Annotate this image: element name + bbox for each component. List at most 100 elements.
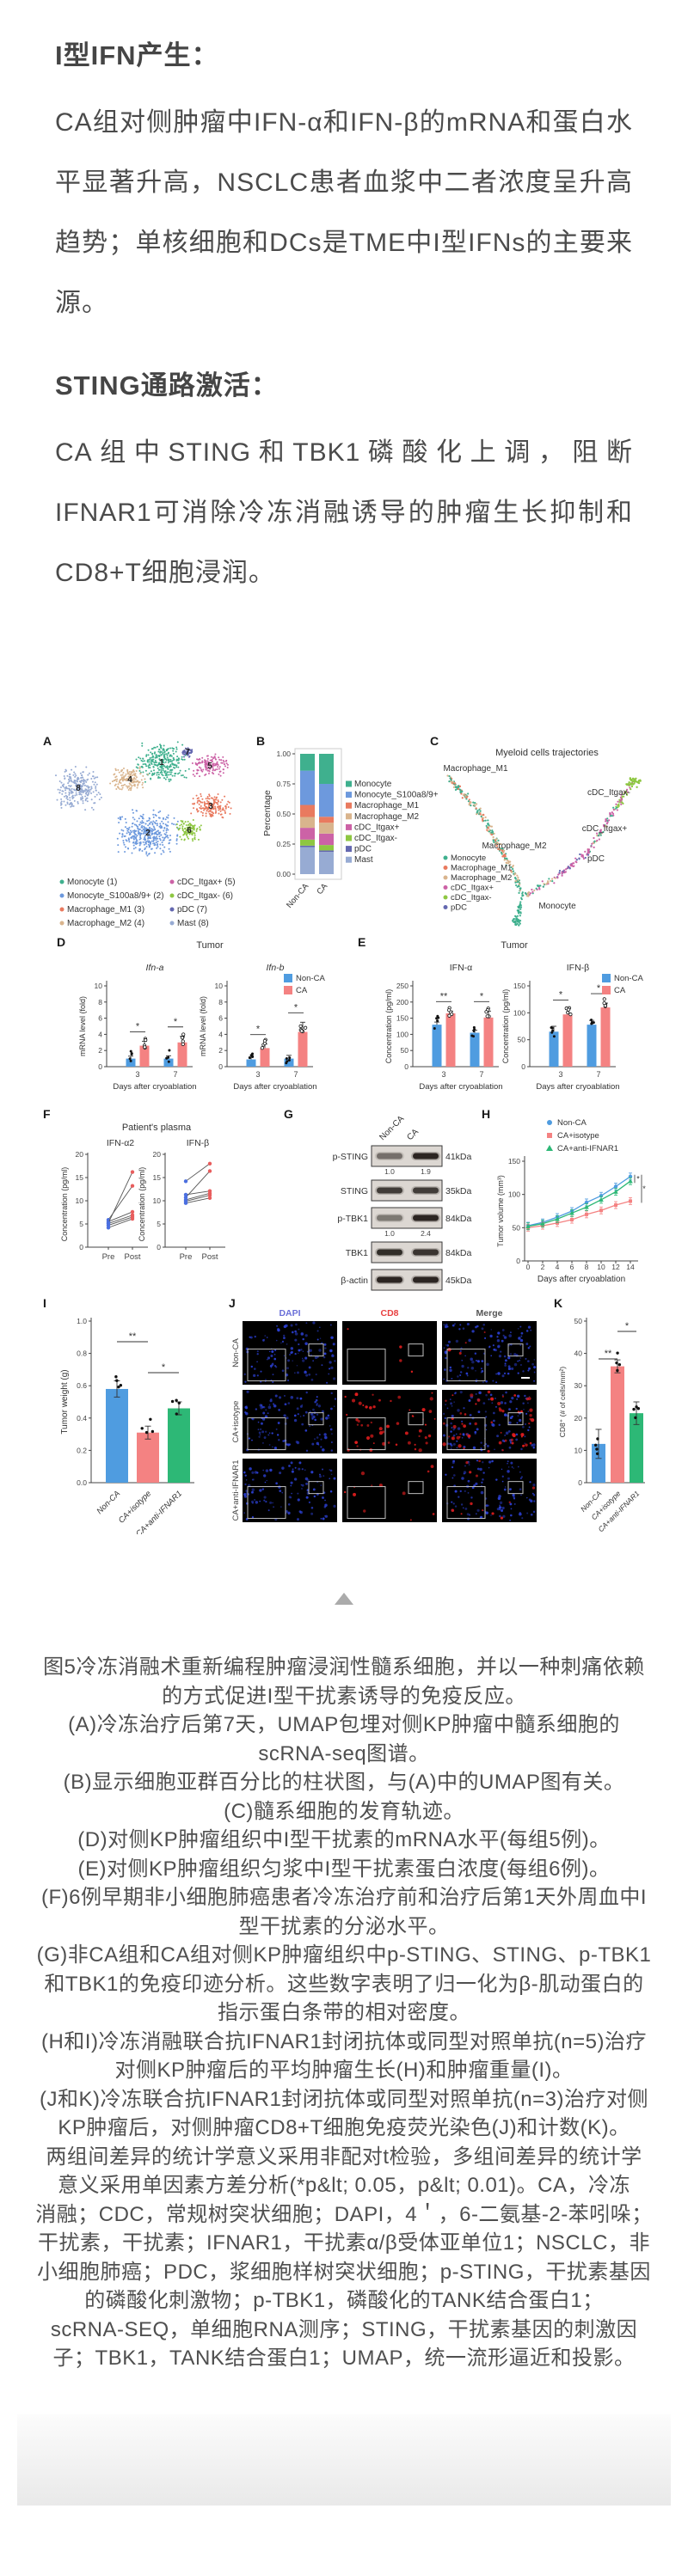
- svg-text:CA: CA: [614, 986, 626, 995]
- svg-text:0.25: 0.25: [276, 840, 291, 848]
- svg-text:cDC_Itgax-: cDC_Itgax-: [587, 788, 630, 798]
- svg-text:B: B: [256, 734, 265, 748]
- svg-text:15: 15: [153, 1173, 162, 1182]
- caption-line: 的磷酸化刺激物；p-TBK1，磷酸化的TANK结合蛋白1；: [84, 2289, 604, 2312]
- svg-text:Macrophage_M1 (3): Macrophage_M1 (3): [67, 905, 144, 915]
- svg-text:50: 50: [574, 1317, 583, 1325]
- svg-text:Macrophage_M1: Macrophage_M1: [354, 801, 419, 811]
- svg-text:0: 0: [521, 1062, 525, 1071]
- svg-text:Non-CA: Non-CA: [378, 1114, 406, 1142]
- svg-text:150: 150: [513, 982, 525, 990]
- svg-text:CA: CA: [405, 1127, 421, 1142]
- collapse-triangle-icon[interactable]: [335, 1593, 353, 1605]
- svg-text:Patient's plasma: Patient's plasma: [122, 1123, 192, 1133]
- svg-text:3: 3: [135, 1070, 139, 1079]
- svg-text:50: 50: [401, 1046, 409, 1055]
- svg-text:Days after cryoablation: Days after cryoablation: [233, 1082, 316, 1092]
- svg-text:Non-CA: Non-CA: [296, 974, 325, 983]
- panel-D-grouped-bars: D Tumor Ifn-a mRNA level (fold) 0 2 4 6 8 10 * 3 * 7 D…: [57, 935, 325, 1092]
- collapse-control: [0, 1593, 688, 1605]
- svg-text:Mast: Mast: [354, 855, 373, 865]
- svg-text:1: 1: [159, 758, 164, 768]
- svg-text:14: 14: [626, 1263, 635, 1271]
- svg-text:Non-CA: Non-CA: [231, 1337, 241, 1367]
- svg-text:Merge: Merge: [476, 1308, 503, 1319]
- svg-text:6: 6: [218, 1014, 223, 1023]
- svg-text:DAPI: DAPI: [279, 1308, 300, 1319]
- panel-C-trajectories: C Myeloid cells trajectories Macrophage_M1…: [430, 734, 642, 927]
- svg-text:pDC (7): pDC (7): [177, 905, 207, 915]
- section-heading-sting: STING通路激活：: [55, 370, 279, 401]
- figure-caption: 图5冷冻消融术重新编程肿瘤浸润性髓系细胞，并以一种刺痛依赖 的方式促进I型干扰素诱…: [0, 1653, 688, 2373]
- svg-text:20: 20: [153, 1150, 162, 1159]
- panel-G-western-blot: G Non-CA CA p-STING 41kDa 1.0 1.9 STING 35kDa p-T…: [284, 1107, 472, 1291]
- svg-text:1.0: 1.0: [384, 1167, 395, 1176]
- section-type-i-ifn: I型IFN产生： CA组对侧肿瘤中IFN-α和IFN-β的mRNA和蛋白水平显著…: [55, 0, 633, 333]
- svg-text:G: G: [284, 1107, 293, 1121]
- svg-text:5: 5: [207, 762, 212, 771]
- svg-text:**: **: [605, 1349, 612, 1359]
- svg-text:1.9: 1.9: [421, 1167, 431, 1176]
- svg-text:CA+isotype: CA+isotype: [557, 1131, 599, 1141]
- svg-text:7: 7: [596, 1070, 600, 1079]
- svg-text:CA: CA: [315, 881, 329, 896]
- caption-line: (B)显示细胞亚群百分比的柱状图，与(A)中的UMAP图有关。: [63, 1771, 625, 1794]
- figure5-image: A 1 2 3 4 5 6 7 8 Monocyte (1) Monocyte_S100a8/9+ …: [41, 726, 647, 1539]
- svg-text:Monocyte (1): Monocyte (1): [67, 878, 117, 887]
- svg-text:4: 4: [98, 1030, 102, 1038]
- svg-text:Ifn-b: Ifn-b: [266, 963, 284, 973]
- svg-text:C: C: [430, 734, 439, 748]
- svg-text:*: *: [162, 1362, 166, 1373]
- caption-line: 指示蛋白条带的相对密度。: [218, 2001, 470, 2024]
- svg-text:45kDa: 45kDa: [445, 1276, 472, 1286]
- caption-line: (D)对侧KP肿瘤组织中I型干扰素的mRNA水平(每组5例)。: [77, 1828, 611, 1851]
- caption-line: 对侧KP肿瘤后的平均肿瘤生长(H)和肿瘤重量(I)。: [114, 2059, 574, 2082]
- svg-text:1.0: 1.0: [384, 1229, 395, 1238]
- svg-text:pDC: pDC: [587, 854, 605, 864]
- svg-text:250: 250: [396, 982, 408, 990]
- svg-text:K: K: [554, 1296, 562, 1310]
- svg-text:Non-CA: Non-CA: [614, 974, 643, 983]
- svg-text:2: 2: [541, 1263, 545, 1271]
- section-sting: STING通路激活： CA组中STING和TBK1磷酸化上调，阻断IFNAR1可…: [55, 368, 633, 603]
- svg-text:100: 100: [513, 1008, 525, 1017]
- svg-text:2: 2: [145, 829, 150, 838]
- svg-text:84kDa: 84kDa: [445, 1248, 472, 1258]
- svg-text:cDC_Itgax+: cDC_Itgax+: [354, 823, 400, 832]
- svg-text:Tumor: Tumor: [501, 940, 528, 951]
- svg-text:Concentration (pg/ml): Concentration (pg/ml): [501, 989, 510, 1064]
- svg-text:CA+isotype: CA+isotype: [231, 1401, 241, 1443]
- svg-text:Macrophage_M1: Macrophage_M1: [451, 864, 512, 873]
- svg-text:0: 0: [516, 1257, 520, 1265]
- svg-text:Macrophage_M2: Macrophage_M2: [451, 873, 512, 883]
- caption-line: (A)冷冻治疗后第7天，UMAP包埋对侧KP肿瘤中髓系细胞的: [68, 1713, 620, 1736]
- svg-text:Post: Post: [201, 1252, 218, 1262]
- svg-text:2: 2: [218, 1046, 223, 1055]
- svg-text:0: 0: [157, 1243, 161, 1251]
- caption-line: (E)对侧KP肿瘤组织匀浆中I型干扰素蛋白浓度(每组6例)。: [77, 1857, 611, 1881]
- svg-text:0: 0: [79, 1243, 83, 1251]
- svg-text:*: *: [559, 990, 563, 1000]
- section-body-ifn: CA组对侧肿瘤中IFN-α和IFN-β的mRNA和蛋白水平显著升高，NSCLC患…: [55, 108, 633, 317]
- svg-text:cDC_Itgax- (6): cDC_Itgax- (6): [177, 891, 233, 901]
- caption-line: 干扰素，干扰素；IFNAR1，干扰素α/β受体亚单位1；NSCLC，非: [38, 2231, 650, 2255]
- svg-text:IFN-α: IFN-α: [450, 963, 472, 973]
- svg-text:CA: CA: [296, 986, 308, 995]
- svg-text:E: E: [358, 935, 366, 949]
- svg-text:0: 0: [98, 1062, 102, 1071]
- svg-text:CD8: CD8: [380, 1308, 398, 1319]
- panel-F-paired-lines: F Patient's plasma IFN-α2 Concentration (pg…: [43, 1107, 225, 1262]
- svg-text:F: F: [43, 1107, 51, 1121]
- svg-text:150: 150: [396, 1014, 408, 1023]
- svg-text:2.4: 2.4: [421, 1229, 431, 1238]
- svg-text:0: 0: [526, 1263, 531, 1271]
- svg-text:Tumor volume (mm³): Tumor volume (mm³): [496, 1175, 505, 1247]
- svg-text:3: 3: [208, 802, 213, 811]
- svg-text:6: 6: [98, 1014, 102, 1023]
- svg-text:*: *: [136, 1021, 140, 1031]
- svg-text:IFN-β: IFN-β: [187, 1138, 209, 1148]
- caption-line: 型干扰素的分泌水平。: [238, 1914, 450, 1938]
- section-heading-ifn: I型IFN产生：: [55, 40, 219, 70]
- svg-text:10: 10: [215, 982, 224, 990]
- svg-text:3: 3: [441, 1070, 445, 1079]
